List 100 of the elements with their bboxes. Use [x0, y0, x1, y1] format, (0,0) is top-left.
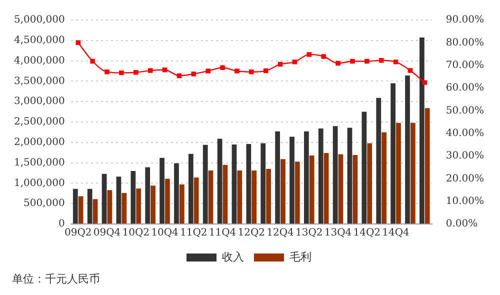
bar [150, 186, 156, 224]
bar [102, 174, 107, 224]
point [364, 58, 370, 64]
bar [332, 126, 338, 224]
bar [290, 136, 294, 224]
text: 单位：千元人民币 [12, 272, 100, 286]
y-tick-label: 5,000,000 [14, 14, 65, 26]
y-tick-label: 1,000,000 [14, 178, 65, 189]
bar [208, 170, 214, 224]
point [206, 68, 210, 74]
bar [217, 138, 222, 224]
y-tick-label: 2,000,000 [14, 136, 65, 148]
y2-tick-label: 40.00% [446, 128, 484, 139]
y-tick-label: 4,500,000 [14, 34, 65, 46]
point [191, 72, 196, 76]
bar [338, 154, 344, 224]
bar [130, 170, 136, 224]
point [378, 58, 384, 63]
y-tick-label: 0 [58, 218, 65, 230]
y2-tick-label: 30.00% [446, 150, 484, 162]
bar [318, 128, 324, 224]
point [220, 65, 225, 70]
bar [410, 122, 416, 224]
bar [78, 196, 84, 224]
x-tick-label: 13Q2 [295, 228, 323, 239]
bar [87, 188, 92, 224]
point [292, 60, 298, 64]
point [336, 60, 340, 66]
point [350, 58, 355, 64]
bar [202, 144, 208, 224]
bar [188, 154, 194, 224]
bar [424, 108, 430, 224]
y2-tick-label: 50.00% [446, 105, 484, 116]
point [249, 70, 254, 74]
bar [136, 188, 142, 224]
bar [116, 176, 122, 224]
y-tick-label: 3,500,000 [14, 76, 65, 87]
point [90, 58, 95, 64]
x-tick-label: 14Q4 [382, 228, 410, 239]
bar [246, 144, 252, 224]
bar [222, 164, 228, 224]
point [422, 80, 428, 85]
bar [390, 83, 396, 224]
bar [107, 190, 112, 224]
point [148, 68, 153, 73]
bar [396, 122, 401, 224]
y-tick-label: 3,000,000 [14, 96, 65, 108]
point [119, 70, 124, 76]
y2-tick-label: 20.00% [446, 173, 484, 184]
point [321, 54, 326, 59]
legend-label: 毛利 [290, 250, 312, 264]
x-tick-label: 09Q2 [64, 228, 92, 239]
bar [266, 168, 271, 224]
x-tick-label: 10Q4 [151, 228, 178, 239]
bar [362, 112, 367, 224]
bar [367, 143, 372, 224]
point [234, 68, 240, 74]
bar [382, 132, 386, 224]
bar [275, 131, 280, 224]
y-tick-label: 1,500,000 [14, 157, 65, 168]
x-tick-label: 12Q2 [238, 228, 266, 239]
bar [309, 155, 314, 224]
point [176, 73, 182, 78]
x-tick-label: 14Q2 [353, 228, 381, 239]
point [134, 70, 138, 75]
point [263, 68, 268, 74]
bar [352, 155, 358, 224]
bar [252, 170, 257, 224]
y2-tick-label: 10.00% [446, 196, 484, 207]
bar [376, 98, 382, 224]
y2-tick-label: 90.00% [446, 14, 484, 26]
bar [160, 158, 164, 224]
bar [72, 188, 78, 224]
x-tick-label: 11Q2 [180, 228, 208, 239]
legend-label: 收入 [222, 250, 244, 264]
x-tick-label: 09Q4 [93, 228, 121, 239]
bar [237, 170, 242, 224]
bar [174, 163, 179, 224]
point [278, 62, 283, 67]
bar [145, 167, 150, 224]
bar [324, 153, 329, 224]
point [162, 68, 168, 72]
point [306, 52, 312, 57]
y-tick-label: 500,000 [24, 198, 65, 210]
point [104, 70, 110, 74]
bar [194, 177, 199, 224]
y-tick-label: 2,500,000 [14, 116, 65, 128]
bar [347, 128, 352, 224]
bar [179, 184, 184, 224]
bar [232, 144, 237, 224]
y2-tick-label: 60.00% [446, 82, 484, 94]
bar [280, 159, 286, 224]
y2-tick-label: 80.00% [446, 37, 484, 48]
y2-tick-label: 0.00% [446, 218, 478, 230]
point [76, 40, 80, 46]
x-tick-label: 12Q4 [266, 228, 294, 239]
x-tick-label: 13Q4 [324, 228, 352, 239]
x-tick-label: 10Q2 [122, 228, 150, 239]
point [393, 60, 398, 64]
bar [165, 178, 170, 224]
